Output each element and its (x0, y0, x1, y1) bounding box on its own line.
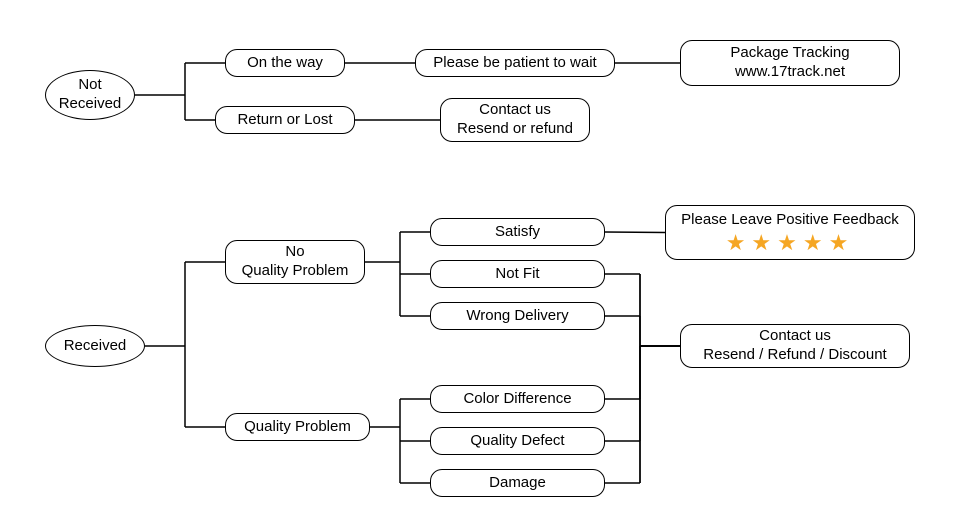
star-rating-icon: ★★★★★ (726, 232, 855, 254)
node-not-fit: Not Fit (430, 260, 605, 288)
node-contact-resend-refund-line: Contact us (479, 101, 551, 120)
node-quality-defect: Quality Defect (430, 427, 605, 455)
node-color-difference: Color Difference (430, 385, 605, 413)
node-wrong-delivery-line: Wrong Delivery (466, 307, 568, 326)
node-no-quality-problem-line: Quality Problem (242, 262, 349, 281)
node-package-tracking: Package Trackingwww.17track.net (680, 40, 900, 86)
node-positive-feedback: Please Leave Positive Feedback ★★★★★ (665, 205, 915, 260)
node-not-received-line: Not (78, 76, 101, 95)
node-contact-resend-refund-line: Resend or refund (457, 120, 573, 139)
node-package-tracking-line: www.17track.net (735, 63, 845, 82)
node-received-line: Received (64, 337, 127, 356)
node-not-fit-line: Not Fit (495, 265, 539, 284)
node-satisfy: Satisfy (430, 218, 605, 246)
node-damage-line: Damage (489, 474, 546, 493)
node-not-received-line: Received (59, 95, 122, 114)
node-positive-feedback-line: Please Leave Positive Feedback (681, 211, 899, 230)
node-received: Received (45, 325, 145, 367)
node-contact-resend-refund: Contact usResend or refund (440, 98, 590, 142)
node-not-received: NotReceived (45, 70, 135, 120)
node-damage: Damage (430, 469, 605, 497)
node-contact-resend-refund-discount: Contact usResend / Refund / Discount (680, 324, 910, 368)
node-contact-resend-refund-discount-line: Resend / Refund / Discount (703, 346, 886, 365)
node-please-wait-line: Please be patient to wait (433, 54, 596, 73)
node-return-or-lost-line: Return or Lost (237, 111, 332, 130)
node-wrong-delivery: Wrong Delivery (430, 302, 605, 330)
node-no-quality-problem: NoQuality Problem (225, 240, 365, 284)
node-contact-resend-refund-discount-line: Contact us (759, 327, 831, 346)
node-quality-defect-line: Quality Defect (470, 432, 564, 451)
node-color-difference-line: Color Difference (463, 390, 571, 409)
node-quality-problem-line: Quality Problem (244, 418, 351, 437)
node-quality-problem: Quality Problem (225, 413, 370, 441)
node-please-wait: Please be patient to wait (415, 49, 615, 77)
node-no-quality-problem-line: No (285, 243, 304, 262)
node-on-the-way: On the way (225, 49, 345, 77)
node-on-the-way-line: On the way (247, 54, 323, 73)
node-satisfy-line: Satisfy (495, 223, 540, 242)
node-package-tracking-line: Package Tracking (730, 44, 849, 63)
node-return-or-lost: Return or Lost (215, 106, 355, 134)
flowchart-stage: NotReceivedOn the wayReturn or LostPleas… (0, 0, 960, 513)
